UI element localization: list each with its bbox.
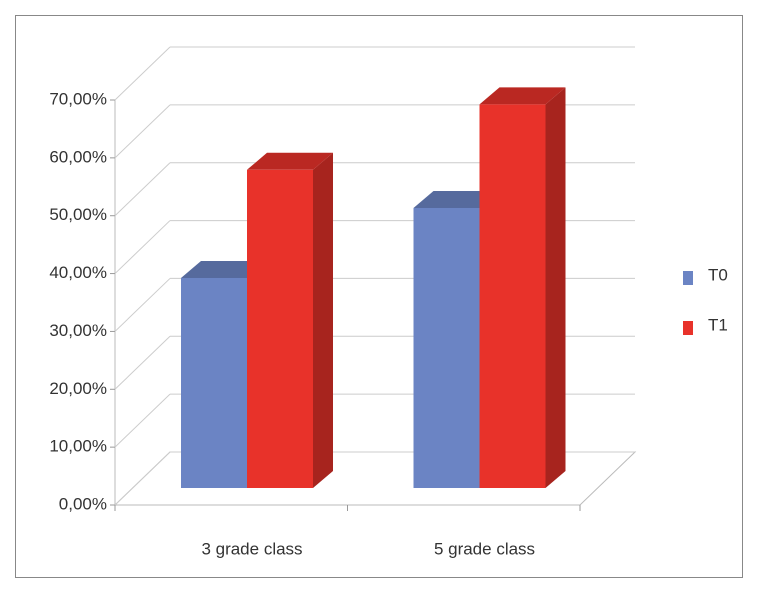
bar-top [479,87,566,105]
y-tick-label: 0,00% [59,494,107,513]
y-tick-label: 40,00% [49,263,107,282]
x-tick-label: 5 grade class [434,539,535,558]
legend-label: T0 [708,265,728,284]
legend-swatch [683,321,693,335]
bar-top [247,152,333,170]
bar-top [181,260,267,278]
legend-swatch [683,271,693,285]
bar-side [313,152,333,489]
grid-line-side [114,46,171,101]
grid-line-side [114,451,171,506]
legend-label: T1 [708,315,728,334]
bar [181,277,247,488]
grid-line-side [114,220,171,274]
bar-side [545,87,566,489]
y-tick-label: 20,00% [49,379,107,398]
grid-line-side [114,162,171,217]
y-tick-label: 50,00% [49,205,107,224]
x-tick-label: 3 grade class [201,539,302,558]
y-tick-label: 10,00% [49,437,107,456]
y-tick-label: 60,00% [49,147,107,166]
bar [247,169,313,489]
bar [479,104,546,489]
grid-line-side [114,393,171,448]
y-tick-label: 70,00% [49,89,107,108]
y-tick-label: 30,00% [49,321,107,340]
grid-line-side [114,278,171,332]
grid-line-side [114,335,171,390]
bar [413,207,480,488]
bar-top [413,190,500,208]
grid-line-side [114,104,171,159]
chart-border [15,15,743,578]
